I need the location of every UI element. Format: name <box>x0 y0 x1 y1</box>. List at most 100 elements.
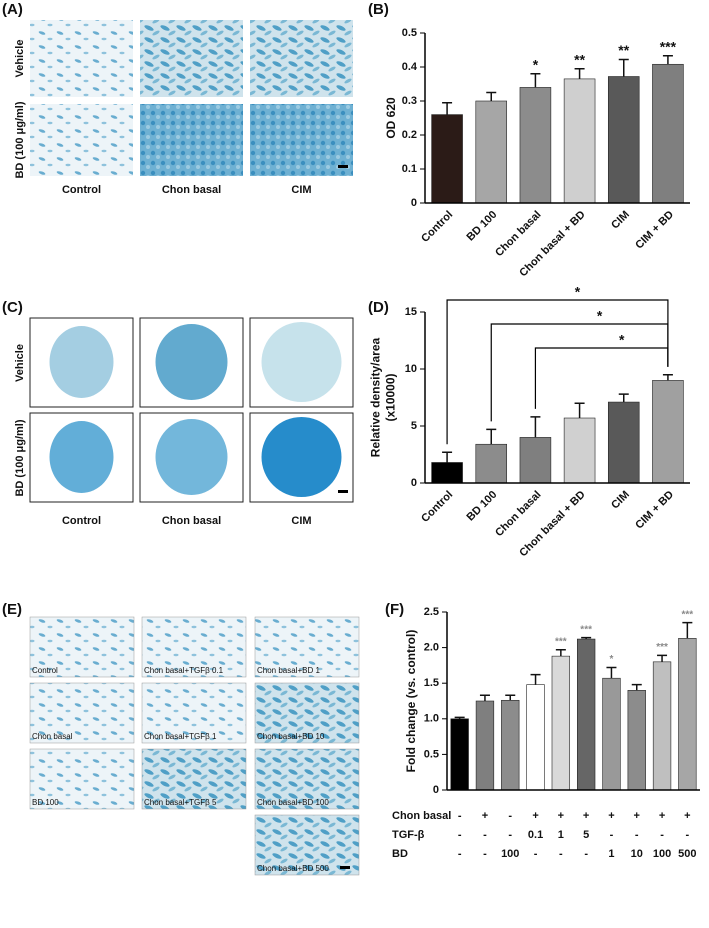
error-bar <box>486 428 497 445</box>
condition-value: + <box>684 810 690 822</box>
error-bar <box>618 393 629 403</box>
condition-value: - <box>458 810 462 822</box>
condition-value: + <box>482 810 488 822</box>
y-tick-label: 1.0 <box>424 713 439 725</box>
row-label: BD (100 μg/ml) <box>14 419 26 496</box>
col-label: CIM <box>291 515 311 527</box>
caption: BD 100 <box>32 798 59 807</box>
bar <box>526 684 545 791</box>
bar <box>602 677 621 791</box>
significance: * <box>619 332 625 348</box>
caption: Chon basal+BD 10 <box>257 732 325 741</box>
col-label: Chon basal <box>162 515 221 527</box>
error-bar <box>606 666 617 679</box>
panel-label: (C) <box>2 299 23 316</box>
micrograph <box>30 20 133 97</box>
error-bar <box>574 67 585 79</box>
y-tick-label: 5 <box>411 420 417 432</box>
condition-value: + <box>558 810 564 822</box>
error-bar <box>574 402 585 419</box>
scale-bar <box>340 866 350 869</box>
micrograph <box>250 20 353 97</box>
col-label: Control <box>62 184 101 196</box>
scale-bar <box>338 490 348 493</box>
bar <box>652 63 684 204</box>
condition-value: - <box>534 848 538 860</box>
error-bar <box>505 694 516 701</box>
condition-value: + <box>583 810 589 822</box>
y-axis-label: Fold change (vs. control) <box>404 630 418 773</box>
condition-value: + <box>659 810 665 822</box>
caption: Chon basal+TGFβ 0.1 <box>144 666 224 675</box>
error-bar <box>454 716 465 719</box>
micrograph <box>254 814 360 876</box>
caption: Chon basal <box>32 732 73 741</box>
y-tick-label: 2.5 <box>424 606 439 618</box>
significance: *** <box>660 38 677 54</box>
col-label: CIM <box>291 184 311 196</box>
bar <box>652 661 672 791</box>
condition-value: - <box>458 829 462 841</box>
error-bar <box>486 91 497 101</box>
caption: Chon basal+BD 1 <box>257 666 320 675</box>
y-tick-label: 0.1 <box>402 163 417 175</box>
y-tick-label: 0.2 <box>402 129 417 141</box>
bar <box>519 87 552 204</box>
bar <box>450 718 469 791</box>
condition-value: - <box>483 829 487 841</box>
caption: Chon basal+BD 100 <box>257 798 329 807</box>
micrograph <box>29 682 135 744</box>
row-label: Vehicle <box>14 344 26 382</box>
micrograph <box>254 682 360 744</box>
bracket <box>490 323 669 422</box>
error-bar <box>662 373 673 381</box>
panel-label: (E) <box>2 601 22 618</box>
y-tick-label: 0.5 <box>402 27 417 39</box>
x-tick-label: Control <box>419 489 455 525</box>
row-label: BD (100 μg/ml) <box>14 101 26 178</box>
condition-value: - <box>660 829 664 841</box>
bar <box>501 699 520 791</box>
panel-label: (A) <box>2 1 23 18</box>
micrograph <box>254 748 360 810</box>
micrograph <box>30 104 133 176</box>
condition-value: + <box>608 810 614 822</box>
x-tick-label: CIM + BD <box>633 489 676 532</box>
y-axis-label: (x10000) <box>384 373 398 421</box>
micrograph <box>140 104 243 176</box>
x-tick-label: BD 100 <box>465 489 500 524</box>
condition-value: - <box>584 848 588 860</box>
condition-value: - <box>559 848 563 860</box>
y-tick-label: 1.5 <box>424 677 439 689</box>
pellet <box>155 324 228 400</box>
pellet <box>261 322 342 402</box>
significance: * <box>575 284 581 300</box>
y-tick-label: 2.0 <box>424 642 439 654</box>
condition-value: - <box>508 810 512 822</box>
pellet <box>261 417 342 497</box>
bar <box>475 100 508 204</box>
condition-value: + <box>532 810 538 822</box>
significance: * <box>533 57 539 73</box>
condition-value: - <box>483 848 487 860</box>
y-tick-label: 0 <box>411 197 417 209</box>
col-label: Control <box>62 515 101 527</box>
bar <box>607 401 640 484</box>
y-tick-label: 0.4 <box>402 61 418 73</box>
micrograph <box>141 682 247 744</box>
condition-value: + <box>634 810 640 822</box>
micrograph <box>29 748 135 810</box>
error-bar <box>618 58 629 77</box>
condition-value: 1 <box>558 829 564 841</box>
x-tick-label: BD 100 <box>465 209 500 244</box>
y-tick-label: 0.5 <box>424 748 439 760</box>
bar <box>627 690 646 791</box>
condition-value: - <box>686 829 690 841</box>
micrograph <box>254 616 360 678</box>
condition-value: - <box>610 829 614 841</box>
error-bar <box>479 694 490 701</box>
pellet <box>49 421 114 493</box>
condition-value: 100 <box>501 848 519 860</box>
